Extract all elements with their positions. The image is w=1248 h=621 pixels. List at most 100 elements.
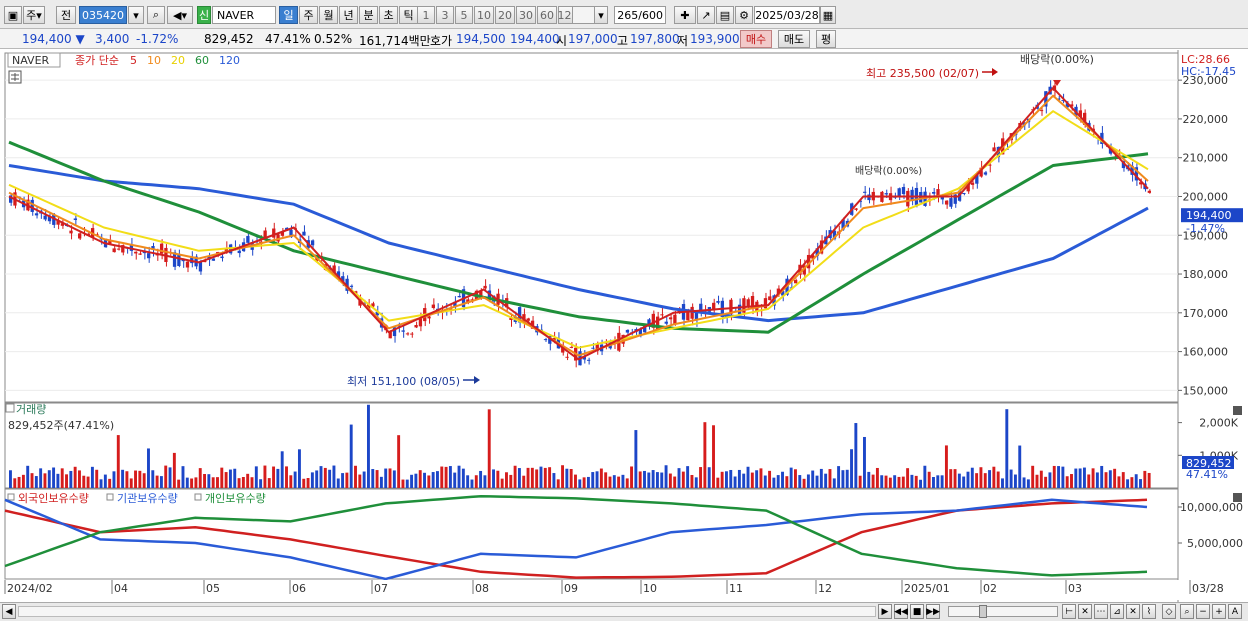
save-icon[interactable]: ▤ — [716, 6, 734, 24]
zoom-out-icon[interactable]: − — [1196, 604, 1210, 619]
volume-bar — [341, 473, 345, 488]
interval-button-10[interactable]: 10 — [474, 6, 494, 24]
volume-bar — [707, 467, 711, 488]
volume-bar — [599, 468, 603, 488]
candle-body — [643, 326, 647, 333]
candle-body — [263, 230, 267, 240]
candle-body — [509, 317, 513, 320]
volume-bar — [530, 467, 534, 488]
tool-e-icon[interactable]: ✕ — [1126, 604, 1140, 619]
volume-bar — [1052, 465, 1056, 488]
interval-button-20[interactable]: 20 — [495, 6, 515, 24]
code-input[interactable]: 035420 — [79, 6, 127, 24]
candle-body — [975, 173, 979, 184]
volume-bar — [336, 478, 340, 488]
volume-bar — [681, 471, 685, 488]
crosshair-icon[interactable]: ✚ — [674, 6, 696, 24]
play-icon[interactable]: ▶▶ — [926, 604, 940, 619]
zoom-in-icon[interactable]: + — [1212, 604, 1226, 619]
zoom-search-icon[interactable]: ⌕ — [1180, 604, 1194, 619]
buy-button[interactable]: 매수 — [740, 30, 772, 48]
candle-body — [108, 240, 112, 244]
tool-b-icon[interactable]: ✕ — [1078, 604, 1092, 619]
candle-body — [776, 288, 781, 295]
candle-body — [427, 316, 431, 319]
rewind-icon[interactable]: ◀◀ — [894, 604, 908, 619]
period-tab-2[interactable]: 월 — [319, 6, 338, 24]
chart-canvas[interactable]: 230,000 220,000 210,000 200,000 190,000 180,0… — [0, 50, 1248, 602]
volume-bar — [854, 423, 858, 488]
scroll-track[interactable] — [18, 606, 876, 617]
volume-bar — [276, 468, 280, 488]
gear-icon[interactable]: ⚙ — [735, 6, 753, 24]
count-field[interactable]: 265/600 — [614, 6, 666, 24]
period-tab-6[interactable]: 틱 — [399, 6, 418, 24]
search-icon[interactable]: ⌕ — [147, 6, 165, 24]
interval-button-30[interactable]: 30 — [516, 6, 536, 24]
interval-button-5[interactable]: 5 — [455, 6, 473, 24]
eval-button[interactable]: 평 — [816, 30, 836, 48]
price-type-select[interactable]: 전 — [56, 6, 76, 24]
ma-line-20 — [8, 110, 1149, 349]
volume-bar — [293, 471, 297, 488]
volume-bar — [798, 475, 802, 488]
dividend-annotation-mid: 배당락(0.00%) — [855, 165, 922, 177]
interval-button-3[interactable]: 3 — [436, 6, 454, 24]
interval-button-60[interactable]: 60 — [537, 6, 557, 24]
volume-bar — [815, 475, 819, 488]
candle-body — [699, 303, 703, 314]
open-label: 시 — [556, 34, 568, 48]
volume-bar — [975, 473, 979, 488]
tool-f-icon[interactable]: ⌇ — [1142, 604, 1156, 619]
zoom-slider[interactable] — [948, 605, 1058, 618]
period-tab-5[interactable]: 초 — [379, 6, 398, 24]
volume-bar — [17, 476, 21, 488]
panel-frame-2 — [4, 488, 1179, 580]
date-field[interactable]: 2025/03/28 — [754, 6, 820, 24]
candle-body — [151, 246, 155, 250]
stop-icon[interactable]: ■ — [910, 604, 924, 619]
stock-name-field[interactable]: NAVER — [212, 6, 276, 24]
volume-bar — [763, 475, 767, 488]
volume-bar — [733, 476, 737, 488]
volume-bar — [254, 466, 258, 488]
window-icon[interactable]: ▣ — [4, 6, 22, 24]
period-tab-0[interactable]: 일 — [279, 6, 298, 24]
sell-button[interactable]: 매도 — [778, 30, 810, 48]
candle-body — [341, 276, 345, 284]
scroll-right-icon[interactable]: ▶ — [878, 604, 892, 619]
code-dropdown-icon[interactable]: ▾ — [128, 6, 144, 24]
scroll-left-icon[interactable]: ◀ — [2, 604, 16, 619]
candle-body — [56, 220, 60, 225]
tool-c-icon[interactable]: ⋯ — [1094, 604, 1108, 619]
volume-bar — [927, 471, 931, 488]
period-tab-3[interactable]: 년 — [339, 6, 358, 24]
calendar-icon[interactable]: ▦ — [820, 6, 836, 24]
tool-g-icon[interactable]: ◇ — [1162, 604, 1176, 619]
market-select[interactable]: 주 ▾ — [23, 6, 45, 24]
volume-bar — [315, 470, 319, 488]
candle-body — [806, 254, 811, 269]
candle-body — [185, 261, 190, 268]
candle-body — [237, 250, 241, 254]
draw-tool-icon[interactable]: ↗ — [697, 6, 715, 24]
interval-dropdown-icon[interactable]: ▾ — [594, 6, 608, 24]
volume-bar — [535, 469, 539, 488]
zoom-slider-handle[interactable] — [979, 605, 987, 618]
volume-bar — [250, 477, 254, 488]
candle-body — [625, 329, 630, 333]
font-size-icon[interactable]: A — [1228, 604, 1242, 619]
speaker-icon[interactable]: ◀▾ — [167, 6, 193, 24]
volume-bar — [716, 477, 720, 488]
period-tab-1[interactable]: 주 — [299, 6, 318, 24]
stock-chart[interactable]: 230,000 220,000 210,000 200,000 190,000 180,0… — [0, 50, 1248, 602]
volume-bar — [345, 472, 349, 488]
tool-d-icon[interactable]: ⊿ — [1110, 604, 1124, 619]
interval-button-1[interactable]: 1 — [417, 6, 435, 24]
tool-a-icon[interactable]: ⊢ — [1062, 604, 1076, 619]
volume-bar — [95, 469, 99, 488]
volume-bar — [863, 436, 866, 488]
chart-scrollbar[interactable]: ◀ ▶ ◀◀ ■ ▶▶ ⊢ ✕ ⋯ ⊿ ✕ ⌇ ◇ ⌕ − + A — [0, 602, 1248, 621]
period-tab-4[interactable]: 분 — [359, 6, 378, 24]
volume-bar — [1078, 468, 1082, 488]
